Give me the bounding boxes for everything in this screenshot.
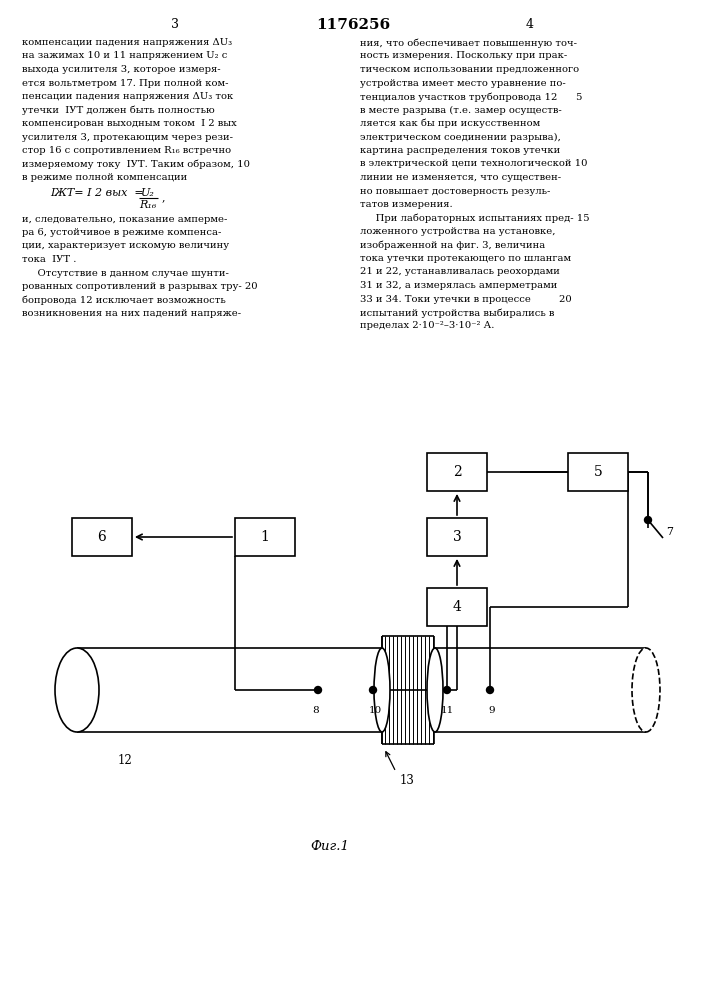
Text: 1176256: 1176256 [316,18,390,32]
Text: 4: 4 [452,600,462,614]
Text: 10: 10 [368,706,382,715]
Text: ,: , [162,192,165,202]
Text: ра 6, устойчивое в режиме компенса-: ра 6, устойчивое в режиме компенса- [22,228,221,237]
Text: 33 и 34. Токи утечки в процессе         20: 33 и 34. Токи утечки в процессе 20 [360,294,572,304]
Text: на зажимах 10 и 11 напряжением U₂ с: на зажимах 10 и 11 напряжением U₂ с [22,51,228,60]
Text: ность измерения. Поскольку при прак-: ность измерения. Поскольку при прак- [360,51,567,60]
Bar [568,453,628,491]
Text: 7: 7 [666,527,673,537]
Text: U₂: U₂ [141,188,155,198]
Text: тенциалов участков трубопровода 12      5: тенциалов участков трубопровода 12 5 [360,92,583,102]
Circle shape [645,516,651,524]
Text: электрическом соединении разрыва),: электрическом соединении разрыва), [360,132,561,142]
Text: тока  IУТ .: тока IУТ . [22,255,76,264]
Text: ляется как бы при искусственном: ляется как бы при искусственном [360,119,540,128]
Text: рованных сопротивлений в разрывах тру- 20: рованных сопротивлений в разрывах тру- 2… [22,282,257,291]
Circle shape [443,686,450,694]
Text: компенсирован выходным током  I 2 вых: компенсирован выходным током I 2 вых [22,119,237,128]
Text: 12: 12 [117,754,132,767]
Text: стор 16 с сопротивлением R₁₆ встречно: стор 16 с сопротивлением R₁₆ встречно [22,146,231,155]
Text: утечки  IУТ должен быть полностью: утечки IУТ должен быть полностью [22,105,215,115]
Text: 31 и 32, а измерялась амперметрами: 31 и 32, а измерялась амперметрами [360,281,557,290]
Text: 11: 11 [440,706,454,715]
Text: 8: 8 [312,706,320,715]
Circle shape [315,686,322,694]
Text: 2: 2 [452,465,462,479]
Text: компенсации падения напряжения ΔU₃: компенсации падения напряжения ΔU₃ [22,38,232,47]
Text: 3: 3 [171,18,179,31]
Text: изображенной на фиг. 3, величина: изображенной на фиг. 3, величина [360,240,545,250]
Text: линии не изменяется, что существен-: линии не изменяется, что существен- [360,173,561,182]
Ellipse shape [374,648,390,732]
Text: пенсации падения напряжения ΔU₃ ток: пенсации падения напряжения ΔU₃ ток [22,92,233,101]
Text: 6: 6 [98,530,106,544]
Bar [427,588,487,626]
Text: 4: 4 [526,18,534,31]
Bar [235,518,295,556]
Text: в режиме полной компенсации: в режиме полной компенсации [22,173,187,182]
Text: Фиг.1: Фиг.1 [310,840,349,853]
Text: испытаний устройства выбирались в: испытаний устройства выбирались в [360,308,554,318]
Text: тока утечки протекающего по шлангам: тока утечки протекающего по шлангам [360,254,571,263]
Ellipse shape [55,648,99,732]
Text: R₁₆: R₁₆ [139,200,157,210]
Text: 3: 3 [452,530,462,544]
Text: возникновения на них падений напряже-: возникновения на них падений напряже- [22,309,241,318]
Text: пределах 2·10⁻²–3·10⁻² А.: пределах 2·10⁻²–3·10⁻² А. [360,322,494,330]
Text: При лабораторных испытаниях пред- 15: При лабораторных испытаниях пред- 15 [360,214,590,223]
Bar [427,518,487,556]
Text: Отсутствие в данном случае шунти-: Отсутствие в данном случае шунти- [22,268,229,277]
Text: и, следовательно, показание амперме-: и, следовательно, показание амперме- [22,215,228,224]
Bar [427,453,487,491]
Text: татов измерения.: татов измерения. [360,200,452,209]
Text: усилителя 3, протекающим через рези-: усилителя 3, протекающим через рези- [22,132,233,141]
Ellipse shape [632,648,660,732]
Text: измеряемому току  IУТ. Таким образом, 10: измеряемому току IУТ. Таким образом, 10 [22,159,250,169]
Text: картина распределения токов утечки: картина распределения токов утечки [360,146,560,155]
Bar [72,518,132,556]
Text: в электрической цепи технологической 10: в электрической цепи технологической 10 [360,159,588,168]
Text: ложенного устройства на установке,: ложенного устройства на установке, [360,227,556,236]
Text: ния, что обеспечивает повышенную точ-: ния, что обеспечивает повышенную точ- [360,38,577,47]
Circle shape [370,686,377,694]
Text: выхода усилителя 3, которое измеря-: выхода усилителя 3, которое измеря- [22,65,221,74]
Ellipse shape [427,648,443,732]
Text: 1: 1 [261,530,269,544]
Text: в месте разрыва (т.е. замер осуществ-: в месте разрыва (т.е. замер осуществ- [360,105,562,115]
Text: но повышает достоверность резуль-: но повышает достоверность резуль- [360,186,550,196]
Text: 13: 13 [400,774,415,787]
Circle shape [486,686,493,694]
Text: бопровода 12 исключает возможность: бопровода 12 исключает возможность [22,296,226,305]
Text: устройства имеет место уравнение по-: устройства имеет место уравнение по- [360,79,566,88]
Text: тическом использовании предложенного: тическом использовании предложенного [360,65,579,74]
Text: ции, характеризует искомую величину: ции, характеризует искомую величину [22,241,229,250]
Text: 9: 9 [489,706,496,715]
Text: IЖТ= I 2 вых  =: IЖТ= I 2 вых = [50,188,144,198]
Text: 5: 5 [594,465,602,479]
Text: ется вольтметром 17. При полной ком-: ется вольтметром 17. При полной ком- [22,79,228,88]
Text: 21 и 22, устанавливалась реохордами: 21 и 22, устанавливалась реохордами [360,267,560,276]
